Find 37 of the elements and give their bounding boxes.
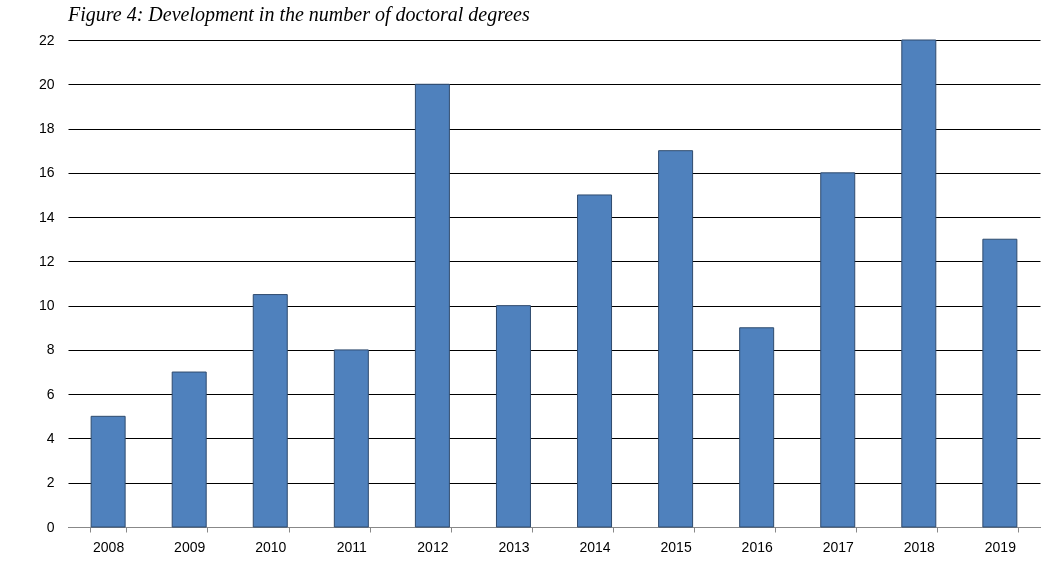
bar [414, 83, 450, 528]
x-tick-label: 2009 [174, 538, 206, 555]
y-tick-label: 0 [46, 518, 55, 535]
x-tick-label: 2014 [579, 538, 611, 555]
y-tick-label: 14 [38, 208, 55, 225]
y-tick-label: 20 [38, 75, 55, 92]
y-tick-label: 4 [46, 429, 55, 446]
y-tick-label: 16 [38, 164, 55, 181]
bar [577, 194, 613, 528]
x-tick-label: 2016 [741, 538, 773, 555]
y-tick-label: 8 [46, 341, 55, 358]
y-tick-label: 6 [46, 385, 55, 402]
x-tick-label: 2015 [660, 538, 692, 555]
y-tick-label: 2 [46, 474, 55, 491]
bar [333, 349, 369, 528]
bar [252, 294, 288, 528]
y-tick-label: 10 [38, 297, 55, 314]
y-tick-label: 22 [38, 31, 55, 48]
x-tick-label: 2008 [93, 538, 125, 555]
bar [658, 150, 694, 528]
x-tick-label: 2012 [417, 538, 449, 555]
x-tick-label: 2019 [984, 538, 1017, 555]
x-tick-label: 2010 [255, 538, 287, 555]
chart-title: Figure 4: Development in the number of doctoral degrees [67, 3, 530, 26]
x-tick-label: 2017 [822, 538, 855, 555]
x-tick-label: 2011 [336, 538, 368, 555]
bar [820, 172, 856, 528]
y-tick-label: 18 [38, 120, 55, 137]
bar [901, 39, 937, 528]
bar [495, 305, 531, 528]
bar [171, 371, 207, 528]
y-tick-label: 12 [38, 252, 55, 269]
x-tick-label: 2013 [498, 538, 530, 555]
bar [739, 327, 775, 528]
bar [90, 415, 126, 528]
x-tick-label: 2018 [903, 538, 936, 555]
bar [982, 238, 1018, 528]
